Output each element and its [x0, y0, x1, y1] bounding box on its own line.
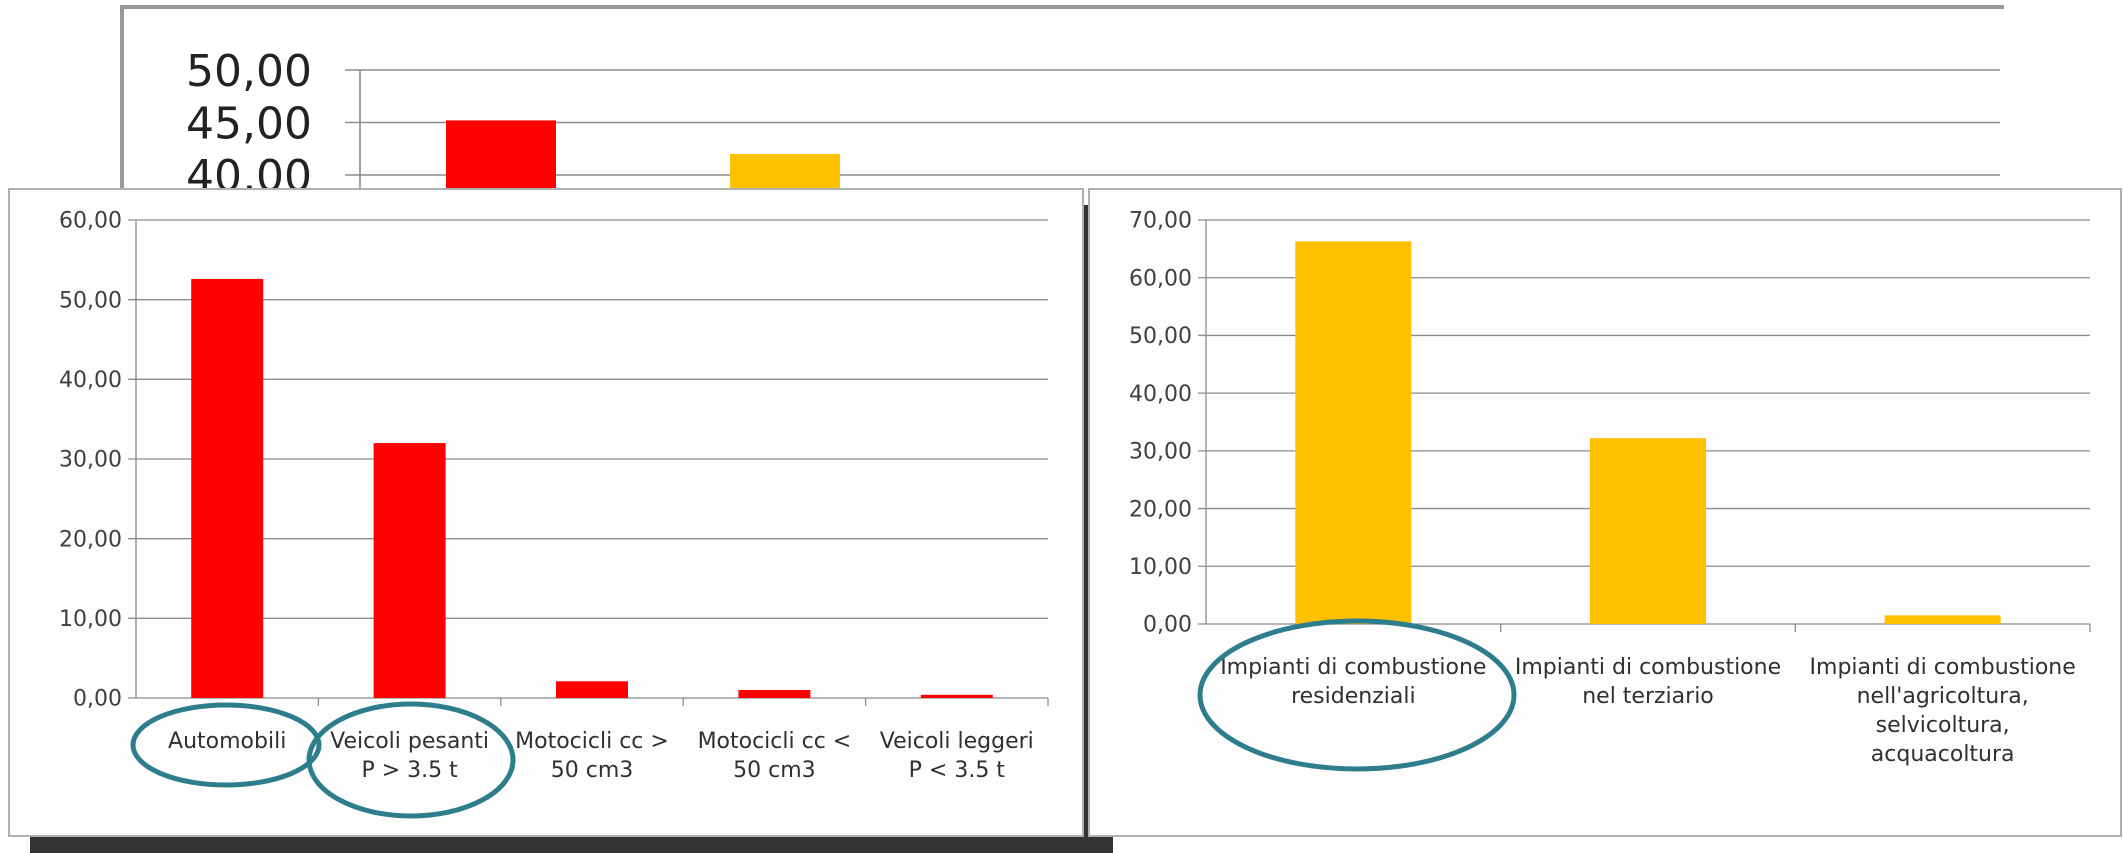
combustion-y-tick-label: 60,00 [1129, 266, 1192, 291]
background-y-tick-label: 45,00 [186, 99, 312, 150]
background-y-tick-label: 50,00 [186, 46, 312, 97]
combustion-category-label: Impianti di combustione [1810, 655, 2076, 680]
combustion-category-label: nell'agricoltura, [1857, 684, 2029, 709]
combustion-category-label: acquacoltura [1871, 742, 2015, 767]
transport-bar [738, 690, 811, 698]
transport-category-label: P > 3.5 t [361, 758, 458, 783]
combustion-category-label: Impianti di combustione [1220, 655, 1486, 680]
combustion-y-tick-label: 50,00 [1129, 324, 1192, 349]
transport-category-label: Motocicli cc < [698, 729, 852, 754]
background-bar [730, 154, 840, 190]
combustion-bar [1590, 438, 1706, 624]
combustion-y-tick-label: 40,00 [1129, 382, 1192, 407]
transport-y-tick-label: 60,00 [59, 209, 122, 234]
transport-bar [373, 443, 446, 698]
transport-category-label: Automobili [168, 729, 286, 754]
transport-y-tick-label: 0,00 [73, 687, 122, 712]
combustion-y-tick-label: 10,00 [1129, 555, 1192, 580]
combustion-category-label: Impianti di combustione [1515, 655, 1781, 680]
combustion-y-tick-label: 0,00 [1143, 613, 1192, 638]
transport-category-label: Veicoli leggeri [880, 729, 1034, 754]
combustion-y-tick-label: 30,00 [1129, 440, 1192, 465]
combustion-bar [1884, 615, 2001, 624]
transport-y-tick-label: 20,00 [59, 527, 122, 552]
transport-category-label: Veicoli pesanti [330, 729, 489, 754]
transport-y-tick-label: 30,00 [59, 448, 122, 473]
transport-y-tick-label: 40,00 [59, 368, 122, 393]
highlight-ring-veicoli-pesanti [306, 701, 516, 819]
transport-chart-panel [8, 188, 1084, 837]
combustion-y-tick-label: 20,00 [1129, 497, 1192, 522]
combustion-category-label: nel terziario [1582, 684, 1714, 709]
transport-bar [920, 694, 993, 698]
transport-category-label: 50 cm3 [733, 758, 816, 783]
combustion-y-tick-label: 70,00 [1129, 209, 1192, 234]
transport-y-tick-label: 10,00 [59, 607, 122, 632]
transport-category-label: 50 cm3 [551, 758, 634, 783]
highlight-ring-automobili [130, 702, 322, 788]
transport-y-tick-label: 50,00 [59, 288, 122, 313]
background-bar [446, 120, 556, 190]
combustion-category-label: selvicoltura, [1876, 713, 2010, 738]
transport-category-label: Motocicli cc > [515, 729, 669, 754]
background-chart-panel [120, 5, 2004, 199]
combustion-bar [1295, 241, 1412, 624]
transport-bar [191, 278, 264, 698]
combustion-category-label: residenziali [1291, 684, 1415, 709]
transport-category-label: P < 3.5 t [909, 758, 1006, 783]
transport-bar [556, 681, 628, 698]
highlight-ring-residenziali [1197, 618, 1517, 772]
